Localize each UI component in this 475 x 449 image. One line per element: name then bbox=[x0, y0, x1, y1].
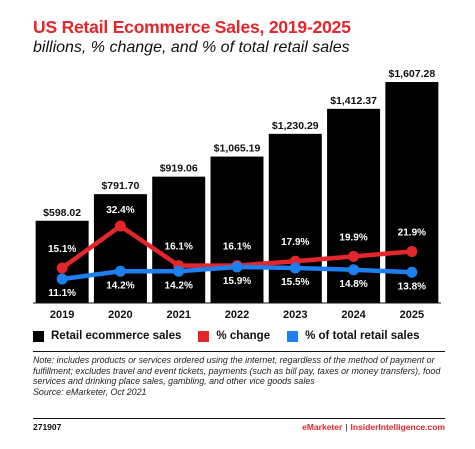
bar-label-2019: $598.02 bbox=[43, 207, 81, 219]
pct-change-label-2022: 16.1% bbox=[223, 242, 251, 253]
bar-2023 bbox=[268, 133, 322, 303]
pct-total-point-2020 bbox=[114, 265, 126, 277]
brand-insider: InsiderIntelligence.com bbox=[350, 422, 445, 432]
legend-item-change: % change bbox=[198, 330, 270, 342]
pct-change-point-2019 bbox=[56, 262, 68, 274]
pct-total-label-2022: 15.9% bbox=[223, 276, 251, 287]
source-text: Source: eMarketer, Oct 2021 bbox=[33, 386, 147, 397]
legend-swatch-change bbox=[198, 330, 210, 342]
pct-change-point-2020 bbox=[114, 220, 126, 232]
pct-total-label-2021: 14.2% bbox=[165, 280, 193, 291]
footer-divider bbox=[33, 418, 445, 419]
footnote: Note: includes products or services orde… bbox=[33, 355, 445, 397]
bar-2025 bbox=[385, 82, 439, 304]
legend-swatch-total bbox=[287, 330, 299, 342]
pct-change-label-2021: 16.1% bbox=[165, 242, 193, 253]
footer: 271907 eMarketer | InsiderIntelligence.com bbox=[33, 422, 445, 432]
legend-item-total: % of total retail sales bbox=[287, 330, 420, 342]
bar-label-2021: $919.06 bbox=[160, 163, 198, 175]
note-text: Note: includes products or services orde… bbox=[33, 355, 441, 387]
bar-2020 bbox=[93, 194, 147, 303]
pct-total-label-2025: 13.8% bbox=[398, 281, 426, 292]
pct-total-label-2019: 11.1% bbox=[48, 288, 76, 299]
pct-total-point-2024 bbox=[348, 264, 360, 276]
legend-swatch-sales bbox=[33, 330, 44, 342]
bar-label-2020: $791.70 bbox=[101, 180, 139, 192]
legend-label-change: % change bbox=[216, 330, 271, 342]
legend-label-total: % of total retail sales bbox=[305, 330, 420, 342]
x-tick-2021: 2021 bbox=[166, 309, 190, 321]
pct-total-label-2023: 15.5% bbox=[281, 277, 309, 288]
pct-total-point-2023 bbox=[289, 262, 301, 274]
pct-change-label-2025: 21.9% bbox=[398, 227, 426, 238]
x-tick-2025: 2025 bbox=[400, 309, 424, 321]
pct-total-point-2022 bbox=[231, 261, 243, 273]
footer-brand: eMarketer | InsiderIntelligence.com bbox=[302, 422, 445, 432]
bar-2021 bbox=[152, 176, 206, 303]
pct-total-label-2024: 14.8% bbox=[339, 279, 367, 290]
brand-emarketer: eMarketer bbox=[302, 422, 343, 432]
chart-title: US Retail Ecommerce Sales, 2019-2025 bbox=[33, 17, 351, 37]
brand-separator: | bbox=[345, 422, 348, 432]
pct-total-label-2020: 14.2% bbox=[106, 280, 134, 291]
legend-item-sales: Retail ecommerce sales bbox=[33, 330, 181, 342]
pct-total-point-2025 bbox=[406, 266, 418, 278]
pct-change-label-2019: 15.1% bbox=[48, 244, 76, 255]
pct-change-label-2023: 17.9% bbox=[281, 237, 309, 248]
note-divider bbox=[33, 351, 445, 352]
x-tick-2023: 2023 bbox=[283, 309, 307, 321]
legend: Retail ecommerce sales % change % of tot… bbox=[33, 328, 437, 344]
bar-label-2025: $1,607.28 bbox=[388, 68, 435, 80]
pct-change-label-2020: 32.4% bbox=[106, 205, 134, 216]
x-tick-2020: 2020 bbox=[108, 309, 132, 321]
bar-label-2024: $1,412.37 bbox=[330, 95, 377, 107]
pct-change-label-2024: 19.9% bbox=[339, 232, 367, 243]
bar-label-2022: $1,065.19 bbox=[214, 143, 261, 155]
chart-id: 271907 bbox=[33, 422, 62, 432]
bar-2022 bbox=[210, 156, 264, 303]
pct-total-point-2021 bbox=[173, 265, 185, 277]
pct-change-point-2024 bbox=[348, 250, 360, 262]
pct-total-point-2019 bbox=[56, 273, 68, 285]
chart-subtitle: billions, % change, and % of total retai… bbox=[33, 39, 350, 56]
legend-label-sales: Retail ecommerce sales bbox=[51, 330, 182, 342]
pct-change-point-2025 bbox=[406, 245, 418, 257]
x-tick-2022: 2022 bbox=[225, 309, 249, 321]
x-tick-2024: 2024 bbox=[341, 309, 366, 321]
bar-2019 bbox=[35, 220, 89, 303]
x-tick-2019: 2019 bbox=[50, 309, 74, 321]
bar-label-2023: $1,230.29 bbox=[272, 120, 319, 132]
